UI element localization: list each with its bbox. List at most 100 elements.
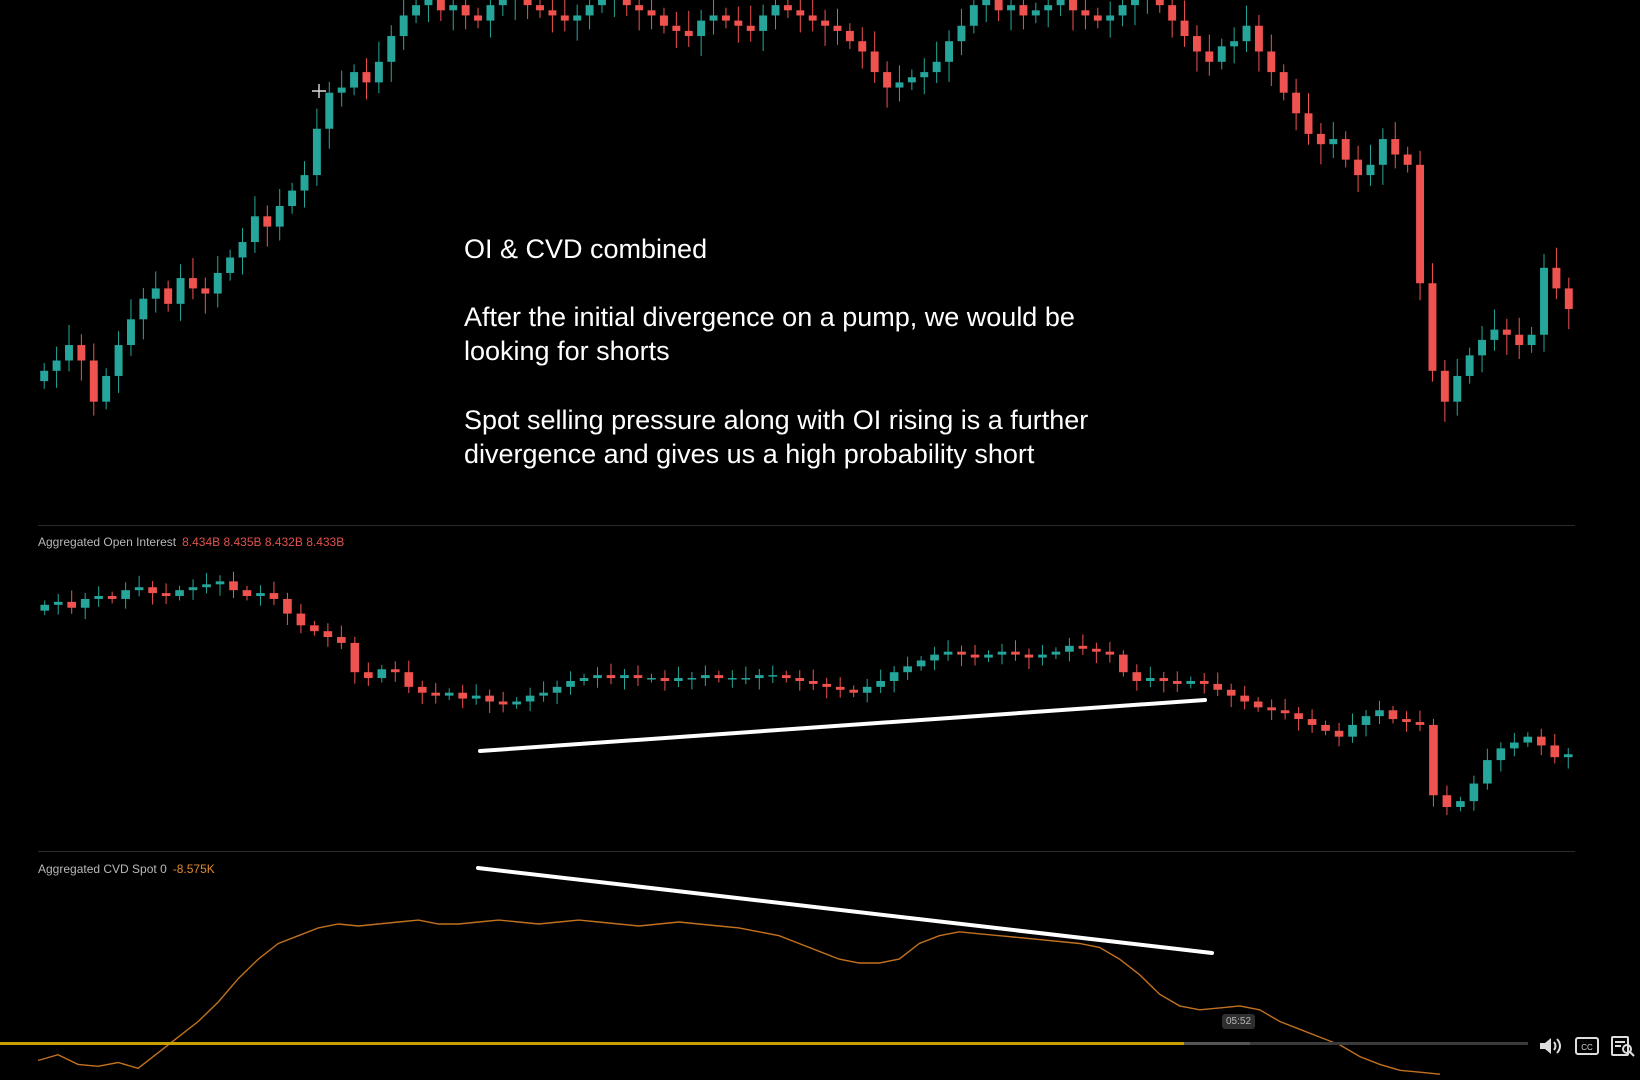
price-candle [994,0,1003,11]
oi-candle [53,601,63,605]
price-candle [1230,41,1239,47]
price-candle [1279,72,1288,93]
oi-candle [754,675,764,679]
oi-candle [390,669,400,673]
price-candles [40,0,1573,422]
price-candle [1465,355,1474,376]
oi-candle [1199,680,1209,684]
cvd-legend[interactable]: Aggregated CVD Spot 0 -8.575K [38,862,215,876]
oi-candle [175,590,184,597]
price-candle [870,51,879,73]
transcript-icon[interactable] [1610,1034,1636,1058]
price-candle [387,36,396,62]
price-candle [796,10,805,16]
oi-candle [525,695,535,702]
cvd-legend-value: -8.575K [172,862,215,876]
oi-candle [957,651,966,655]
price-candle [858,41,867,52]
price-candle [40,370,49,382]
price-candle [957,25,966,42]
price-candle [548,10,557,16]
oi-candle [337,637,346,643]
oi-candle [1510,742,1519,749]
oi-candle [458,692,468,699]
oi-candle [512,701,521,705]
oi-candle [431,692,441,696]
price-candle [1502,329,1511,335]
price-candle [89,360,98,402]
oi-candle [377,669,387,679]
price-candle [1564,288,1573,309]
oi-candle [310,625,319,632]
price-candle [783,5,792,11]
oi-candle [444,692,454,696]
price-candle [1217,46,1226,62]
oi-candle [1523,736,1533,743]
price-candle [449,5,458,11]
oi-candle [1483,760,1492,784]
price-candle [1552,267,1561,289]
oi-candle [1496,748,1506,761]
price-candle [1254,25,1263,52]
oi-candle [1240,695,1249,702]
oi-candle [1253,701,1263,708]
oi-candle [1294,713,1303,720]
oi-candle [242,590,252,597]
price-candle [1403,154,1412,165]
oi-candle [350,642,360,673]
video-player-controls [0,1030,1640,1080]
oi-candle [808,680,818,684]
price-candle [895,82,904,88]
price-candle [721,15,730,21]
oi-candle [835,686,845,690]
price-candle [213,272,222,294]
video-time-tooltip: 05:52 [1222,1014,1256,1029]
oi-candle [161,593,171,597]
oi-legend[interactable]: Aggregated Open Interest 8.434B 8.435B 8.… [38,535,344,549]
price-candle [350,72,359,88]
oi-candle [1105,651,1115,655]
oi-candle [647,678,656,680]
oi-candle [552,686,562,693]
price-candle [1205,51,1214,62]
price-candle [821,20,830,26]
price-candle [1131,0,1139,6]
oi-candle [593,675,602,679]
pane-divider-price-oi[interactable] [38,525,1575,526]
price-candle [759,15,768,31]
oi-candle [1159,678,1169,681]
oi-candle [94,596,103,599]
oi-candle [660,678,670,681]
price-candle [982,0,991,6]
price-candle [709,15,718,21]
price-candle [622,0,631,6]
volume-icon[interactable] [1537,1034,1563,1058]
oi-candle [1429,724,1438,796]
price-candle [560,15,569,21]
price-candle [746,25,755,31]
oi-candle [1280,710,1290,714]
closed-captions-icon[interactable]: CC [1574,1034,1600,1058]
oi-candle [1469,783,1479,802]
price-candle [697,20,706,37]
oi-candle [1011,651,1020,655]
oi-candle [1415,722,1425,725]
oi-candle [471,695,481,699]
video-buffered-bar [1184,1042,1251,1045]
price-candle [883,72,892,88]
price-candle [1031,10,1040,16]
video-progress-bar[interactable] [0,1042,1528,1045]
price-candle [1428,283,1437,371]
pane-divider-oi-cvd[interactable] [38,851,1575,852]
oi-candle [1563,754,1573,758]
oi-candle [1213,683,1223,690]
oi-candle [674,678,683,681]
price-candle [362,72,371,83]
price-candle [1341,139,1350,160]
oi-candle [1024,654,1034,658]
oi-candle [795,678,805,681]
price-candle [1416,164,1425,284]
oi-candle [1065,645,1074,652]
oi-candle [687,678,697,680]
